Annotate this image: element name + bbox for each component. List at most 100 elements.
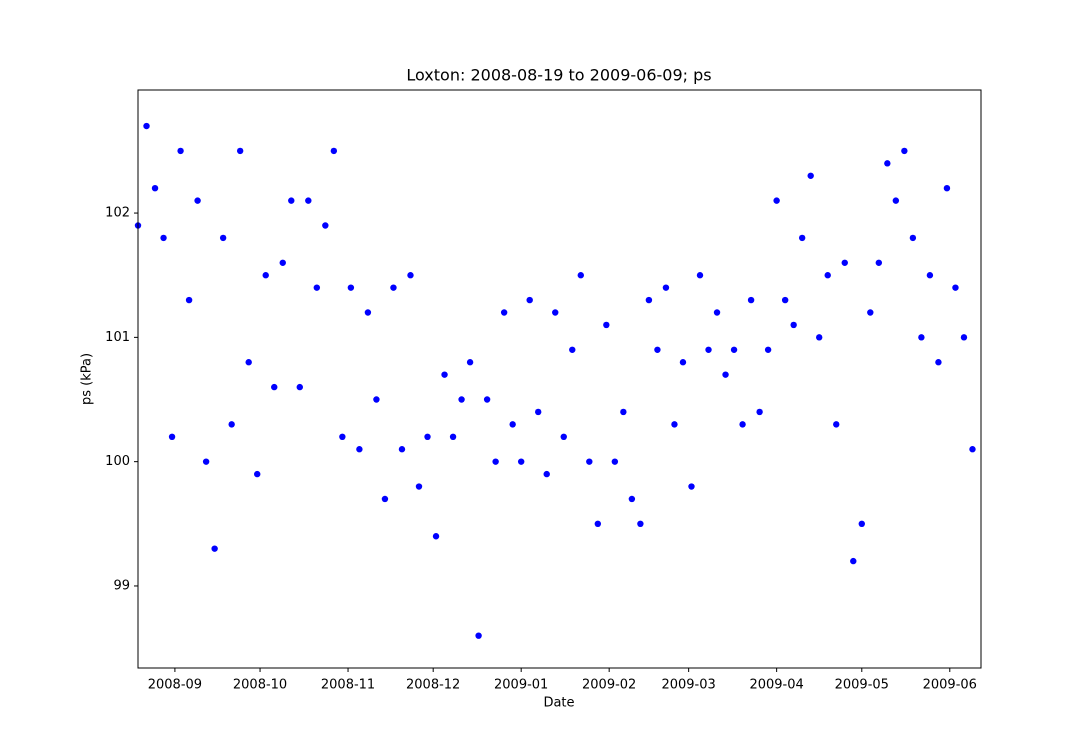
data-point xyxy=(364,309,372,316)
data-point xyxy=(441,371,448,378)
data-point xyxy=(867,309,874,316)
data-point xyxy=(671,421,678,428)
data-point xyxy=(798,234,806,242)
data-point xyxy=(926,272,934,279)
x-tick-label: 2008-11 xyxy=(321,678,375,693)
data-point xyxy=(390,284,397,291)
chart-title: Loxton: 2008-08-19 to 2009-06-09; ps xyxy=(406,66,711,85)
data-point xyxy=(952,284,959,291)
data-point xyxy=(262,272,269,279)
data-point xyxy=(245,359,252,366)
data-point xyxy=(552,309,559,316)
data-point xyxy=(841,259,848,266)
data-point xyxy=(969,446,976,453)
x-tick-label: 2009-01 xyxy=(494,678,548,693)
data-point xyxy=(313,284,321,291)
data-point xyxy=(407,272,414,279)
data-point xyxy=(254,470,261,478)
data-point xyxy=(271,383,278,391)
plot-frame xyxy=(137,89,982,669)
data-point xyxy=(228,421,235,428)
data-point xyxy=(645,296,653,304)
data-point xyxy=(637,520,644,528)
y-tick-label: 101 xyxy=(105,330,130,345)
data-point xyxy=(347,284,355,291)
data-point xyxy=(705,346,712,353)
data-point xyxy=(458,396,465,403)
data-point xyxy=(722,371,729,378)
x-tick-label: 2008-10 xyxy=(233,678,287,693)
data-point xyxy=(943,184,951,192)
data-point xyxy=(526,296,533,304)
data-point xyxy=(194,197,201,204)
data-point xyxy=(236,147,244,155)
data-point xyxy=(449,433,457,440)
data-point xyxy=(935,359,942,366)
data-point xyxy=(611,458,619,465)
data-point xyxy=(739,421,746,428)
data-point xyxy=(688,483,695,490)
data-point xyxy=(535,408,542,416)
data-point xyxy=(756,408,763,416)
data-point xyxy=(790,321,797,329)
data-point xyxy=(875,259,883,266)
data-point xyxy=(202,458,210,465)
data-point xyxy=(747,296,755,304)
data-point xyxy=(373,396,380,403)
x-tick-label: 2009-03 xyxy=(661,678,715,693)
data-point xyxy=(466,359,474,366)
x-tick-label: 2009-05 xyxy=(835,678,889,693)
data-point xyxy=(279,259,286,266)
data-point xyxy=(500,309,508,316)
data-point xyxy=(603,321,610,329)
data-point xyxy=(679,359,687,366)
data-point xyxy=(330,147,338,155)
data-point xyxy=(543,470,550,478)
data-point xyxy=(560,433,567,440)
data-point xyxy=(356,446,363,453)
data-point xyxy=(432,533,440,540)
y-tick-label: 100 xyxy=(105,454,130,469)
data-point xyxy=(824,272,831,279)
data-point xyxy=(620,408,627,416)
data-point xyxy=(143,122,150,130)
data-point xyxy=(807,172,814,179)
data-point xyxy=(492,458,499,465)
data-point xyxy=(730,346,738,353)
data-point xyxy=(901,147,908,155)
data-point xyxy=(160,234,167,242)
data-point xyxy=(858,520,865,528)
x-axis-label: Date xyxy=(543,696,574,711)
data-point xyxy=(305,197,312,204)
data-point xyxy=(892,197,900,204)
data-point xyxy=(475,632,482,639)
data-point xyxy=(833,421,840,428)
data-point xyxy=(960,334,968,341)
data-point xyxy=(415,483,423,490)
data-point xyxy=(185,296,193,304)
data-point xyxy=(654,346,661,353)
data-point xyxy=(909,234,917,242)
x-tick-label: 2009-02 xyxy=(582,678,636,693)
x-tick-label: 2009-04 xyxy=(749,678,803,693)
data-point xyxy=(381,495,389,503)
y-tick-label: 99 xyxy=(113,578,130,593)
data-point xyxy=(628,495,636,503)
data-point xyxy=(850,557,857,565)
y-axis-label: ps (kPa) xyxy=(80,353,95,405)
data-point xyxy=(483,396,491,403)
data-point xyxy=(764,346,772,353)
data-point xyxy=(773,197,780,204)
x-tick-label: 2008-09 xyxy=(148,678,202,693)
data-point xyxy=(177,147,184,155)
x-tick-label: 2008-12 xyxy=(406,678,460,693)
data-point xyxy=(398,446,406,453)
data-point xyxy=(211,545,218,552)
data-point xyxy=(586,458,593,465)
y-tick-label: 102 xyxy=(105,206,130,221)
data-point xyxy=(696,272,704,279)
data-point xyxy=(884,160,891,167)
data-point xyxy=(713,309,721,316)
